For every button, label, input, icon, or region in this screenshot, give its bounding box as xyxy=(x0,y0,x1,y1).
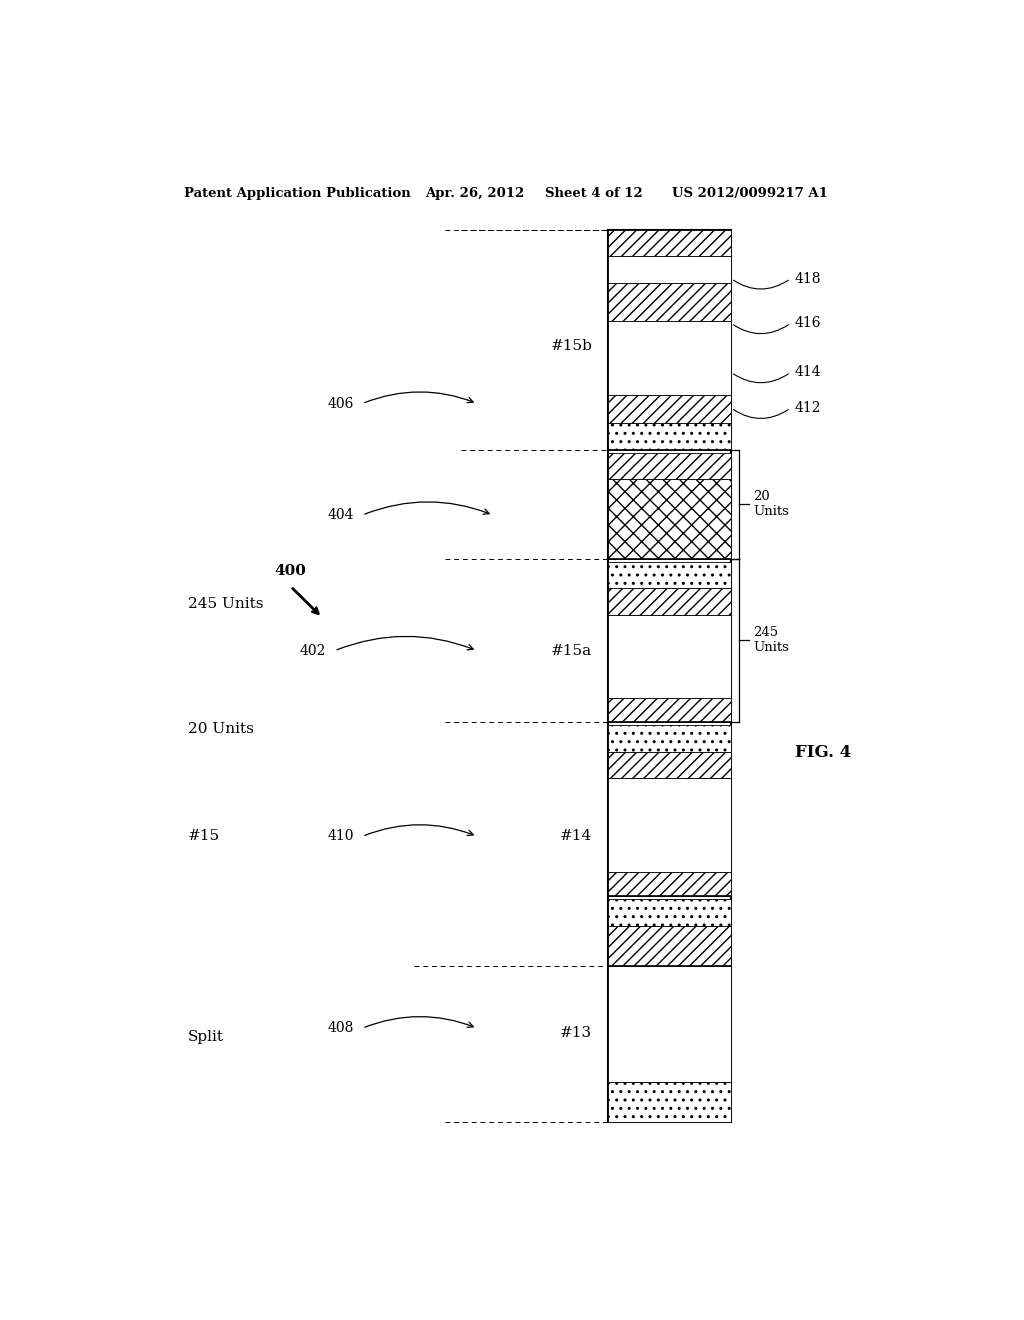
Text: 410: 410 xyxy=(328,829,354,843)
Text: 404: 404 xyxy=(328,508,354,523)
Text: 406: 406 xyxy=(328,396,354,411)
Bar xyxy=(608,751,731,779)
Text: Split: Split xyxy=(187,1030,223,1044)
Text: 416: 416 xyxy=(795,317,821,330)
Text: 408: 408 xyxy=(328,1022,354,1035)
Bar xyxy=(608,321,731,395)
Text: 412: 412 xyxy=(795,401,821,414)
Text: FIG. 4: FIG. 4 xyxy=(795,744,851,762)
Bar xyxy=(608,966,731,1082)
Bar xyxy=(608,873,731,896)
Text: #14: #14 xyxy=(560,829,592,843)
Bar xyxy=(608,282,731,321)
Bar xyxy=(608,779,731,873)
Bar xyxy=(608,1082,731,1122)
Text: Patent Application Publication: Patent Application Publication xyxy=(183,187,411,199)
Text: 414: 414 xyxy=(795,366,821,379)
Bar xyxy=(608,424,731,450)
Bar xyxy=(608,589,731,615)
Bar xyxy=(608,925,731,966)
Text: 418: 418 xyxy=(795,272,821,285)
Text: #15a: #15a xyxy=(551,644,592,657)
Text: 20 Units: 20 Units xyxy=(187,722,253,737)
Text: US 2012/0099217 A1: US 2012/0099217 A1 xyxy=(672,187,827,199)
Bar xyxy=(608,395,731,424)
Bar xyxy=(608,561,731,589)
Bar xyxy=(608,453,731,479)
Bar xyxy=(608,725,731,751)
Text: Apr. 26, 2012: Apr. 26, 2012 xyxy=(426,187,525,199)
Text: #15: #15 xyxy=(187,829,219,843)
Bar xyxy=(608,230,731,256)
Bar xyxy=(608,698,731,722)
Bar xyxy=(608,479,731,558)
Bar xyxy=(608,230,731,1122)
Bar xyxy=(608,256,731,282)
Text: 245
Units: 245 Units xyxy=(754,627,790,655)
Text: #13: #13 xyxy=(560,1026,592,1040)
Text: 400: 400 xyxy=(274,564,307,578)
Bar xyxy=(608,615,731,698)
Bar xyxy=(608,899,731,925)
Text: 402: 402 xyxy=(300,644,327,657)
Text: Sheet 4 of 12: Sheet 4 of 12 xyxy=(545,187,642,199)
Text: #15b: #15b xyxy=(550,338,592,352)
Text: 245 Units: 245 Units xyxy=(187,598,263,611)
Text: 20
Units: 20 Units xyxy=(754,491,790,519)
